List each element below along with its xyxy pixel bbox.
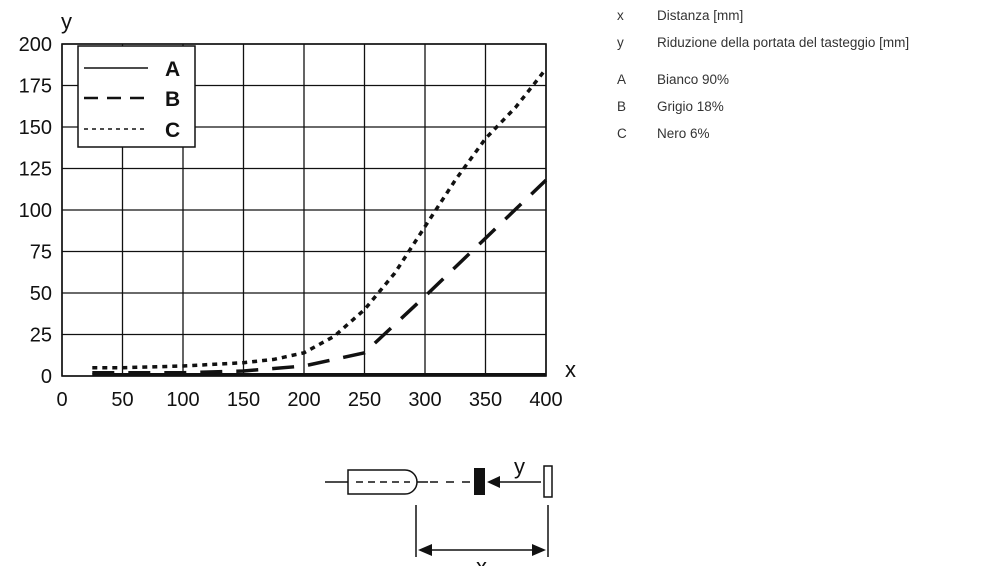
y-tick-label: 200 xyxy=(19,34,52,56)
y-tick-label: 25 xyxy=(30,325,52,347)
legend-label-a: A xyxy=(165,58,180,81)
y-arrow-head xyxy=(487,476,500,488)
side-legend-text: Distanza [mm] xyxy=(657,8,744,23)
x-tick-label: 0 xyxy=(56,389,67,411)
legend-box xyxy=(77,45,196,148)
x-axis-label: x xyxy=(565,357,576,382)
diagram-y-label: y xyxy=(514,454,525,479)
tick-labels: 0 50 100 150 200 250 300 350 400 0 25 50 75 100 125 150… xyxy=(19,34,563,411)
x-tick-label: 350 xyxy=(469,389,502,411)
y-tick-label: 50 xyxy=(30,283,52,305)
legend-label-b: B xyxy=(165,88,180,111)
grid xyxy=(61,43,547,377)
series-line-c xyxy=(92,67,548,370)
legend-label-c: C xyxy=(165,119,180,142)
side-legend-key: x xyxy=(617,8,624,23)
x-tick-label: 300 xyxy=(408,389,441,411)
x-tick-label: 50 xyxy=(111,389,133,411)
side-legend-text: Grigio 18% xyxy=(657,99,724,114)
side-legend-key: y xyxy=(617,35,624,50)
series-layer xyxy=(92,67,548,376)
x-dim-arrow-right xyxy=(532,544,546,556)
x-tick-label: 200 xyxy=(287,389,320,411)
x-tick-label: 250 xyxy=(348,389,381,411)
y-tick-label: 75 xyxy=(30,242,52,264)
diagram-x-label: x xyxy=(476,554,487,566)
side-legend-text: Riduzione della portata del tasteggio [m… xyxy=(657,35,910,50)
side-legend-text: Bianco 90% xyxy=(657,72,730,87)
side-legend-key: A xyxy=(617,72,627,87)
y-axis-label: y xyxy=(61,9,72,34)
x-tick-label: 400 xyxy=(529,389,562,411)
y-tick-label: 150 xyxy=(19,117,52,139)
plot-frame xyxy=(61,43,547,377)
x-tick-label: 150 xyxy=(227,389,260,411)
side-legend-key: B xyxy=(617,99,627,114)
object-block xyxy=(474,468,485,495)
x-tick-label: 100 xyxy=(166,389,199,411)
y-tick-label: 100 xyxy=(19,200,52,222)
y-tick-label: 175 xyxy=(19,76,52,98)
series-line-b xyxy=(92,178,548,375)
side-legend-key: C xyxy=(617,126,627,141)
reference-plate xyxy=(543,465,553,498)
chart-legend: A B C xyxy=(77,45,196,148)
y-tick-label: 0 xyxy=(41,366,52,388)
y-tick-label: 125 xyxy=(19,159,52,181)
x-dim-arrow-left xyxy=(418,544,432,556)
side-legend-text: Nero 6% xyxy=(657,126,710,141)
measurement-diagram: y x xyxy=(325,454,553,566)
